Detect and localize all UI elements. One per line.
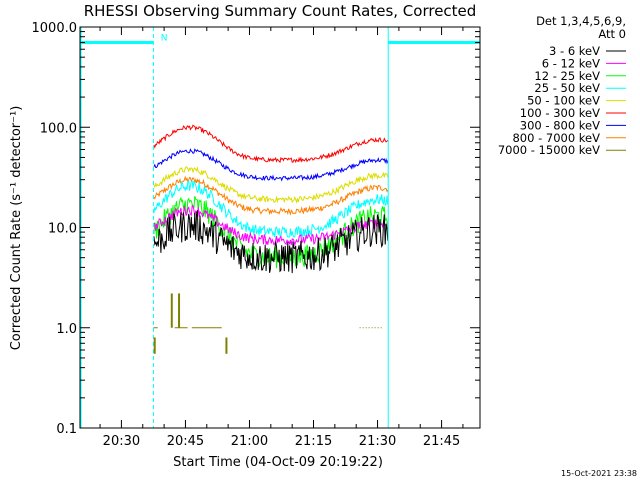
- series-7000-15000keV-marks: [153, 293, 382, 354]
- x-tick-label: 21:30: [359, 434, 396, 449]
- y-axis-label: Corrected Count Rate (s⁻¹ detector⁻¹): [9, 106, 24, 351]
- series-300-800keV-curve: [153, 148, 389, 182]
- series-line: [153, 180, 389, 238]
- x-tick-label: 21:45: [423, 434, 460, 449]
- legend-header-line1: Det 1,3,4,5,6,9,: [536, 14, 626, 28]
- legend-entry-label: 6 - 12 keV: [542, 56, 600, 70]
- x-tick-label: 20:45: [167, 434, 204, 449]
- series-25-50keV-curve: [153, 180, 389, 238]
- series-50-100keV-curve: [153, 165, 389, 204]
- legend-entry-label: 100 - 300 keV: [520, 106, 600, 120]
- series-800-7000keV-curve: [153, 175, 389, 216]
- series-3-6keV-curve: [153, 210, 389, 274]
- legend-header-line2: Att 0: [598, 27, 626, 41]
- legend-entry-label: 3 - 6 keV: [549, 44, 600, 58]
- y-tick-label: 100.0: [40, 121, 77, 136]
- series-line: [153, 124, 389, 164]
- series-line: [153, 165, 389, 204]
- y-axis: 0.1 1.0 10.0 100.0 1000.0: [32, 21, 480, 437]
- x-axis: 20:30 20:45 21:00 21:15 21:30 21:45: [99, 27, 464, 449]
- legend-entry-label: 7000 - 15000 keV: [498, 143, 600, 157]
- x-tick-label: 21:15: [295, 434, 332, 449]
- legend-entry-label: 25 - 50 keV: [534, 81, 600, 95]
- legend-entry-label: 800 - 7000 keV: [512, 131, 600, 145]
- series-layer: [153, 124, 389, 274]
- x-axis-label: Start Time (04-Oct-09 20:19:22): [173, 455, 383, 470]
- y-tick-label: 1000.0: [32, 21, 78, 36]
- saa-marker-label: N: [161, 34, 168, 44]
- series-line: [153, 175, 389, 216]
- series-line: [153, 210, 389, 274]
- series-line: [153, 148, 389, 182]
- y-tick-label: 1.0: [56, 322, 77, 337]
- legend-entry-label: 300 - 800 keV: [520, 118, 600, 132]
- legend-entry-label: 50 - 100 keV: [527, 94, 600, 108]
- footer-timestamp: 15-Oct-2021 23:38: [561, 469, 637, 478]
- series-100-300keV-curve: [153, 124, 389, 164]
- chart-title: RHESSI Observing Summary Count Rates, Co…: [84, 2, 477, 20]
- x-tick-label: 20:30: [103, 434, 140, 449]
- y-tick-label: 10.0: [48, 222, 77, 237]
- flag-layer: N: [80, 27, 481, 428]
- plot-frame: [79, 26, 481, 429]
- y-tick-label: 0.1: [56, 422, 77, 437]
- legend-entry-label: 12 - 25 keV: [534, 69, 600, 83]
- x-tick-label: 21:00: [231, 434, 268, 449]
